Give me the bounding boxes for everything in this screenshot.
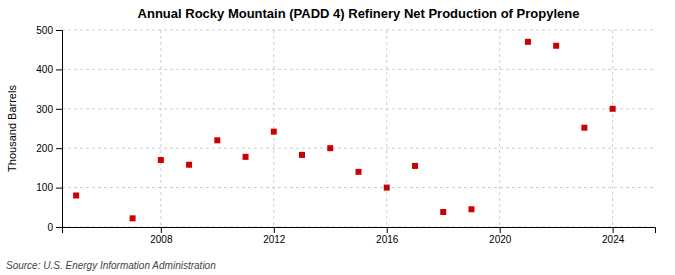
plot-area: 2008 2012 2016 2020 2024 0 100 200 300 400 500 <box>36 25 655 245</box>
point <box>158 157 164 163</box>
tick: 100 <box>36 182 62 193</box>
point <box>186 162 192 168</box>
point <box>468 206 474 212</box>
tick-label: 2012 <box>263 234 286 245</box>
point <box>73 192 79 198</box>
axis-line <box>63 228 656 234</box>
tick-label: 300 <box>36 104 53 115</box>
tick-mark <box>274 227 275 233</box>
tick-label: 2024 <box>602 234 625 245</box>
title: Annual Rocky Mountain (PADD 4) Refinery … <box>138 6 580 21</box>
grid-line-x <box>612 30 613 227</box>
grid-line-x <box>386 30 387 227</box>
point <box>553 43 559 49</box>
tick-label: 2020 <box>489 234 512 245</box>
point <box>356 169 362 175</box>
grid-line-y <box>62 148 655 149</box>
point <box>214 137 220 143</box>
grid-line-y <box>62 69 655 70</box>
points <box>73 39 616 222</box>
x-axis: 2008 2012 2016 2020 2024 <box>63 227 656 245</box>
tick-mark <box>56 148 62 149</box>
point <box>610 106 616 112</box>
grid-line-x <box>273 30 274 227</box>
tick-label: 500 <box>36 25 53 36</box>
tick-mark <box>56 227 62 228</box>
axis-line <box>56 31 63 228</box>
chart: 2008 2012 2016 2020 2024 0 100 200 300 400 500 Annu… <box>0 0 675 275</box>
grid-line-x <box>160 30 161 227</box>
tick-label: 2008 <box>150 234 173 245</box>
point <box>299 152 305 158</box>
grid-line-y <box>62 187 655 188</box>
tick-mark <box>161 227 162 233</box>
point <box>327 145 333 151</box>
tick-label: 2016 <box>376 234 399 245</box>
grid <box>62 30 655 227</box>
tick-label: 0 <box>47 222 53 233</box>
tick: 0 <box>47 222 62 233</box>
point <box>412 163 418 169</box>
tick: 500 <box>36 25 62 36</box>
tick: 200 <box>36 143 62 154</box>
point <box>271 129 277 135</box>
tick: 2008 <box>150 227 173 245</box>
tick-mark <box>56 69 62 70</box>
tick-mark <box>56 30 62 31</box>
point <box>581 125 587 131</box>
grid-line-x <box>499 30 500 227</box>
point <box>130 215 136 221</box>
tick: 300 <box>36 104 62 115</box>
y-axis-label: Thousand Barrels <box>6 85 18 172</box>
grid-line-y <box>62 108 655 109</box>
tick-label: 400 <box>36 64 53 75</box>
tick: 2016 <box>376 227 399 245</box>
tick-mark <box>500 227 501 233</box>
grid-line-y <box>62 30 655 31</box>
tick-mark <box>56 188 62 189</box>
tick: 2024 <box>602 227 625 245</box>
annotation: Source: U.S. Energy Information Administ… <box>6 260 216 271</box>
tick-mark <box>56 109 62 110</box>
y-axis: 0 100 200 300 400 500 <box>36 25 62 233</box>
tick-label: 200 <box>36 143 53 154</box>
tick: 2020 <box>489 227 512 245</box>
point <box>243 154 249 160</box>
point <box>525 39 531 45</box>
tick-mark <box>387 227 388 233</box>
tick: 2012 <box>263 227 286 245</box>
tick-label: 100 <box>36 182 53 193</box>
point <box>384 185 390 191</box>
tick-mark <box>613 227 614 233</box>
tick: 400 <box>36 64 62 75</box>
point <box>440 209 446 215</box>
